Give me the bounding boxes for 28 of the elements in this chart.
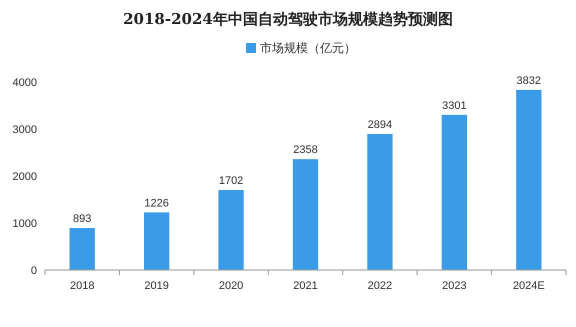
x-tick-label: 2023 (442, 280, 467, 292)
bar (367, 134, 393, 270)
data-label: 1226 (144, 197, 169, 210)
y-tick-label: 2000 (12, 171, 37, 183)
data-label: 1702 (218, 175, 244, 188)
data-label: 893 (73, 213, 92, 226)
y-tick-label: 3000 (12, 124, 37, 136)
bar (516, 90, 542, 270)
data-label: 3832 (516, 74, 542, 87)
x-tick-label: 2024E (512, 280, 545, 292)
y-tick-label: 0 (30, 265, 37, 277)
x-tick-label: 2020 (218, 280, 244, 292)
x-tick-label: 2022 (368, 280, 392, 292)
y-tick-label: 1000 (12, 218, 37, 230)
x-tick-label: 2018 (70, 280, 94, 292)
x-tick-label: 2021 (293, 280, 318, 292)
y-tick-label: 4000 (12, 77, 37, 89)
data-label: 2358 (293, 144, 318, 156)
data-label: 2894 (368, 118, 392, 131)
data-label: 3301 (442, 100, 467, 112)
bar (292, 159, 318, 270)
legend-label: 市场规模（亿元） (260, 41, 356, 55)
bar (218, 190, 244, 270)
bar (442, 114, 468, 270)
chart-title: 2018-2024年中国自动驾驶市场规模趋势预测图 (123, 10, 453, 28)
bar (144, 212, 170, 270)
x-tick-label: 2019 (144, 280, 169, 292)
bar (70, 228, 95, 270)
